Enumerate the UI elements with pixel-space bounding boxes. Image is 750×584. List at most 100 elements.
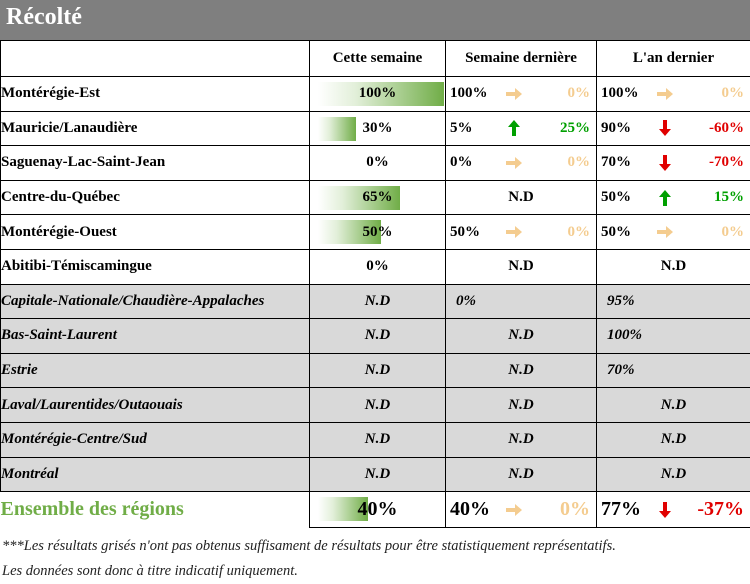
last-year-cell: 70%	[596, 352, 750, 389]
not-available-value: N.D	[660, 465, 687, 482]
comparison: 70% -70%	[598, 147, 750, 180]
comparison-value: 40%	[450, 498, 490, 521]
progress-bar	[318, 497, 369, 522]
not-available-value: N.D	[508, 189, 534, 206]
not-available-value: N.D	[660, 431, 687, 448]
column-header-region	[0, 40, 310, 77]
table-row: Mauricie/Lanaudière 30% 5% 25% 90% -60%	[0, 110, 750, 147]
last-week-cell: 100% 0%	[445, 76, 597, 112]
comparison: 50% 0%	[447, 216, 596, 249]
page-title: Récolté	[0, 0, 750, 40]
last-week-cell: N.D	[445, 179, 597, 216]
comparison-delta: -70%	[709, 154, 744, 171]
last-week-cell: N.D	[445, 387, 597, 423]
this-week-value: N.D	[364, 431, 391, 448]
comparison-value: 100%	[601, 85, 639, 102]
last-week-cell: 0%	[445, 283, 597, 320]
table-row: Montérégie-Est 100% 100% 0% 100% 0%	[0, 76, 750, 112]
arrow-right-icon	[645, 87, 685, 100]
comparison-value: 70%	[601, 154, 631, 171]
this-week-value: 65%	[362, 189, 393, 206]
last-week-cell: 5% 25%	[445, 110, 597, 147]
table-row: Laval/Laurentides/Outaouais N.D N.D N.D	[0, 387, 750, 423]
this-week-value: 100%	[358, 85, 397, 102]
last-year-cell: 50% 0%	[596, 214, 750, 250]
region-name: Bas-Saint-Laurent	[0, 318, 310, 354]
comparison: 50% 15%	[598, 181, 750, 214]
comparison-value: 100%	[450, 85, 488, 102]
comparison: 40% 0%	[447, 493, 596, 527]
comparison: 5% 25%	[447, 112, 596, 145]
not-available-value: N.D	[508, 327, 534, 344]
comparison-value: 5%	[450, 119, 473, 136]
this-week-value: N.D	[364, 396, 391, 413]
this-week-cell: 0%	[309, 248, 446, 285]
comparison: 0% 0%	[447, 147, 596, 180]
this-week-value: N.D	[364, 327, 391, 344]
last-year-cell: 100% 0%	[596, 76, 750, 112]
arrow-right-icon	[645, 226, 685, 239]
arrow-down-icon	[645, 120, 685, 137]
last-week-cell: N.D	[445, 248, 597, 285]
not-available-value: N.D	[660, 258, 687, 275]
this-week-value: 30%	[362, 119, 393, 136]
region-name: Centre-du-Québec	[0, 179, 310, 216]
this-week-cell: N.D	[309, 318, 446, 354]
total-this-week-cell: 40%	[309, 491, 446, 529]
comparison-delta: 0%	[567, 223, 591, 240]
last-year-cell: 95%	[596, 283, 750, 320]
column-header-last-week: Semaine dernière	[445, 40, 597, 77]
progress-bar	[318, 220, 381, 245]
comparison: 100% 0%	[447, 77, 596, 110]
comparison-value: 95%	[607, 292, 635, 309]
last-week-cell: N.D	[445, 318, 597, 354]
comparison-value: 77%	[601, 498, 641, 521]
table-row: Montréal N.D N.D N.D	[0, 456, 750, 493]
last-year-cell: N.D	[596, 248, 750, 285]
progress-bar	[318, 185, 400, 210]
arrow-right-icon	[494, 503, 534, 516]
region-name: Laval/Laurentides/Outaouais	[0, 387, 310, 423]
this-week-cell: N.D	[309, 352, 446, 389]
last-year-cell: 70% -70%	[596, 145, 750, 181]
this-week-value: 40%	[357, 498, 398, 521]
column-header-last-year: L'an dernier	[596, 40, 750, 77]
arrow-right-icon	[494, 226, 534, 239]
region-name: Mauricie/Lanaudière	[0, 110, 310, 147]
region-name: Montérégie-Est	[0, 76, 310, 112]
comparison-delta: -37%	[697, 498, 744, 521]
this-week-cell: 30%	[309, 110, 446, 147]
last-week-cell: N.D	[445, 352, 597, 389]
total-last-week-cell: 40% 0%	[445, 491, 597, 529]
comparison-value: 0%	[450, 154, 473, 171]
comparison-value: 0%	[456, 292, 476, 309]
region-name: Capitale-Nationale/Chaudière-Appalaches	[0, 283, 310, 320]
comparison-delta: 0%	[560, 498, 590, 521]
last-week-cell: N.D	[445, 421, 597, 458]
this-week-value: 0%	[366, 154, 389, 171]
table-header-row: Cette semaine Semaine dernière L'an dern…	[0, 40, 750, 77]
this-week-cell: N.D	[309, 283, 446, 320]
table-row: Estrie N.D N.D 70%	[0, 352, 750, 389]
not-available-value: N.D	[508, 465, 534, 482]
progress-bar	[318, 82, 444, 106]
comparison-delta: 0%	[567, 85, 591, 102]
region-name: Montérégie-Ouest	[0, 214, 310, 250]
not-available-value: N.D	[508, 258, 534, 275]
comparison-value: 50%	[601, 189, 631, 206]
arrow-right-icon	[494, 156, 534, 169]
region-name: Saguenay-Lac-Saint-Jean	[0, 145, 310, 181]
comparison: 77% -37%	[598, 493, 750, 527]
this-week-value: N.D	[364, 292, 391, 309]
table-row: Montérégie-Centre/Sud N.D N.D N.D	[0, 421, 750, 458]
comparison-delta: 0%	[721, 223, 745, 240]
arrow-right-icon	[494, 87, 534, 100]
table-body: Montérégie-Est 100% 100% 0% 100% 0% Mauricie/L…	[0, 76, 750, 529]
comparison-value: 50%	[450, 223, 480, 240]
last-year-cell: 100%	[596, 318, 750, 354]
not-available-value: N.D	[508, 396, 534, 413]
comparison-value: 100%	[607, 327, 642, 344]
this-week-cell: N.D	[309, 387, 446, 423]
comparison: 90% -60%	[598, 112, 750, 145]
comparison-delta: 25%	[560, 119, 590, 136]
